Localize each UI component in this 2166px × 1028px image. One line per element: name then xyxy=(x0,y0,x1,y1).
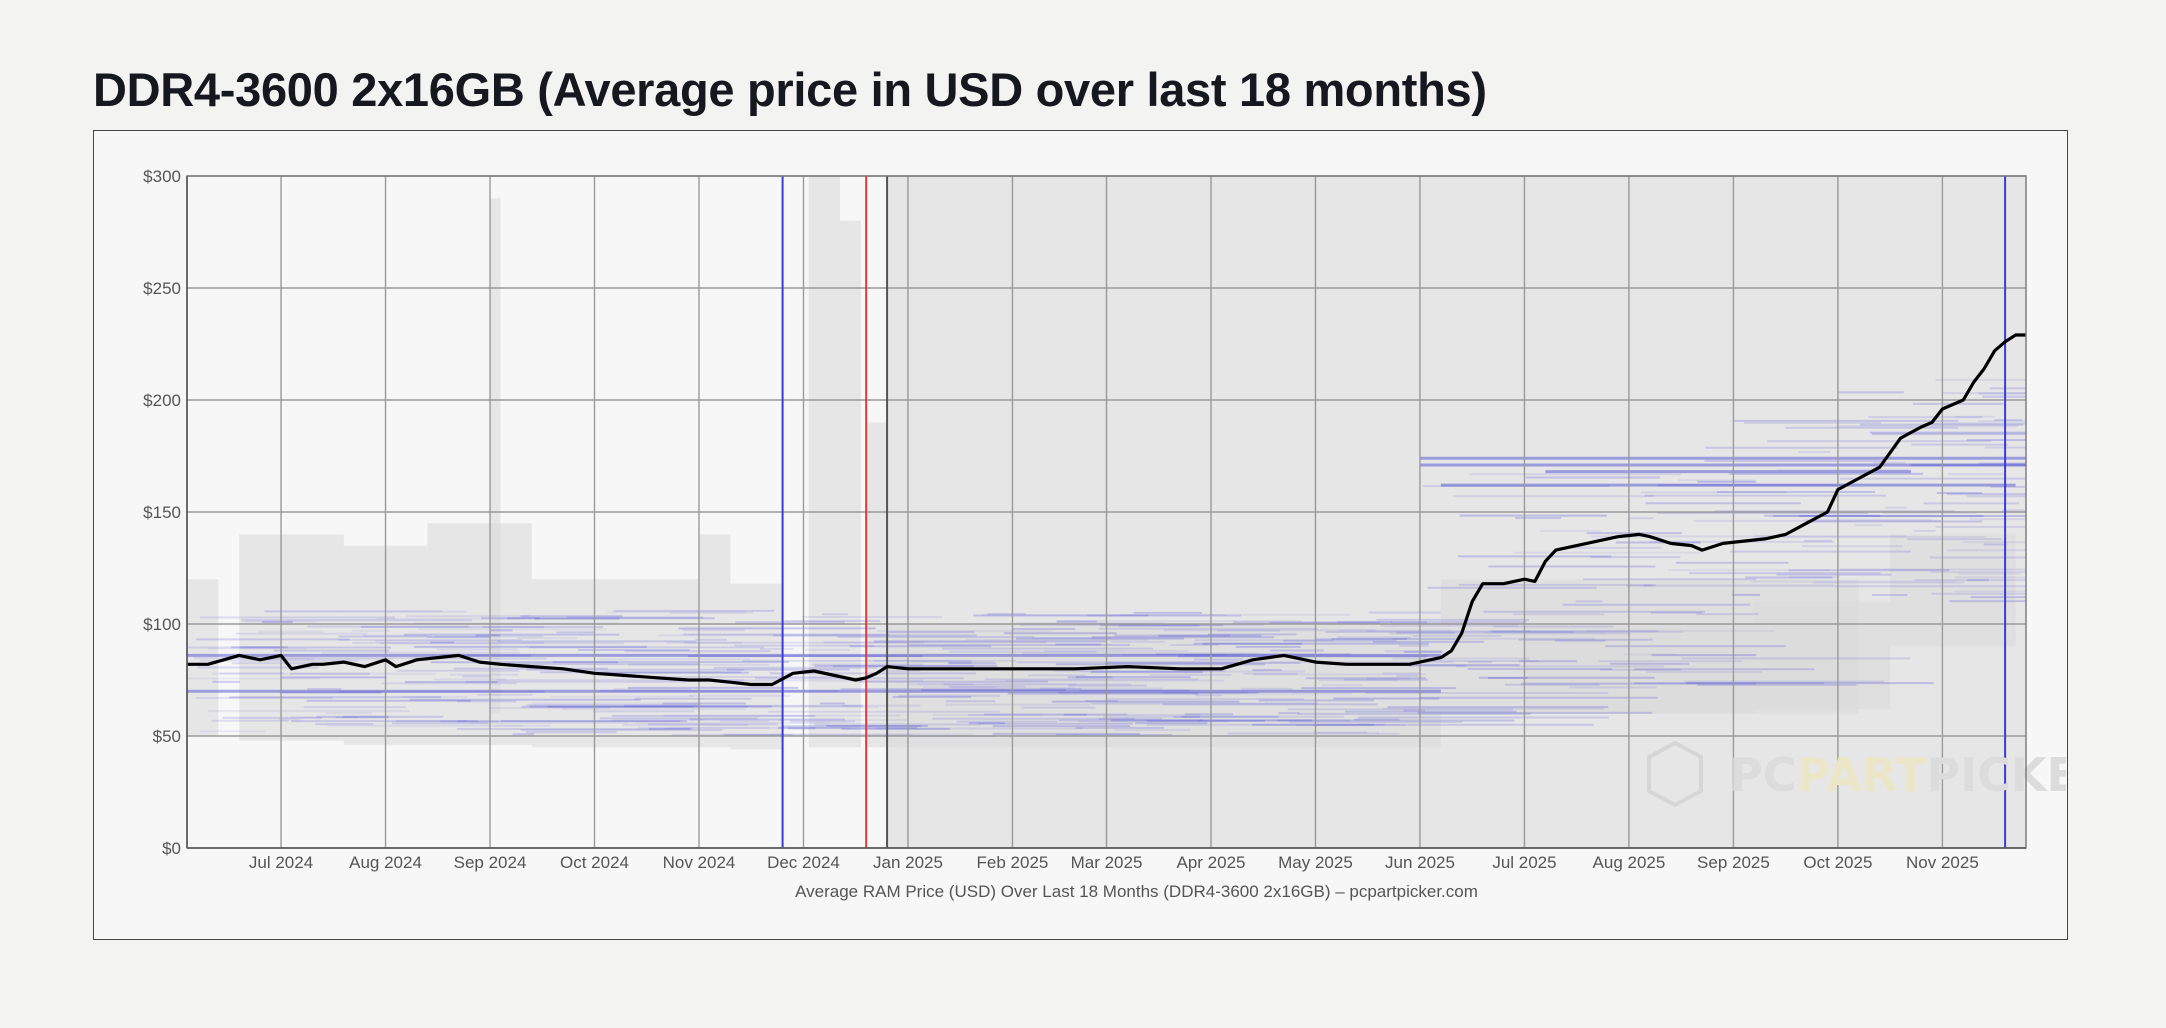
price-range-block xyxy=(427,523,532,745)
price-range-block xyxy=(730,583,783,750)
x-tick-label: Oct 2025 xyxy=(1803,853,1872,872)
price-range-block xyxy=(531,579,699,748)
x-tick-label: Jan 2025 xyxy=(873,853,943,872)
x-tick-label: Aug 2025 xyxy=(1593,853,1666,872)
price-range-block xyxy=(490,198,501,714)
x-tick-label: Feb 2025 xyxy=(977,853,1049,872)
page-title: DDR4-3600 2x16GB (Average price in USD o… xyxy=(93,63,1487,116)
x-tick-label: Aug 2024 xyxy=(349,853,422,872)
pcpartpicker-logo-icon xyxy=(1647,740,1703,808)
price-range-block xyxy=(1754,601,1891,710)
price-range-block xyxy=(187,579,219,736)
series-lines xyxy=(187,333,2026,687)
x-tick-label: May 2025 xyxy=(1278,853,1353,872)
x-tick-label: Mar 2025 xyxy=(1071,853,1143,872)
price-range-block xyxy=(1524,624,1755,714)
y-tick-label: $0 xyxy=(162,839,181,858)
axes xyxy=(186,175,2027,849)
x-tick-label: Jun 2025 xyxy=(1385,853,1455,872)
price-distribution-bands xyxy=(187,176,2026,750)
x-tick-label: Nov 2025 xyxy=(1906,853,1979,872)
x-tick-label: Sep 2024 xyxy=(454,853,527,872)
watermark-text: PCPARTPICKER xyxy=(1729,748,2066,802)
y-tick-label: $50 xyxy=(153,727,181,746)
price-range-block xyxy=(239,534,344,741)
x-axis-caption: Average RAM Price (USD) Over Last 18 Mon… xyxy=(795,882,1478,901)
axis-labels: $0 $50 $100 $150 $200 $250 $300 Jul 2024 Aug 202… xyxy=(143,167,1979,901)
series-line-average-price xyxy=(187,333,2026,687)
price-range-block xyxy=(808,176,841,748)
x-tick-label: Jul 2025 xyxy=(1492,853,1556,872)
y-tick-label: $200 xyxy=(143,391,181,410)
price-chart: PCPARTPICKER $0 $50 $100 $150 $200 $250 $300 Ju… xyxy=(143,167,2066,901)
x-tick-label: Oct 2024 xyxy=(560,853,629,872)
price-range-block xyxy=(1890,534,2016,647)
pcpartpicker-watermark: PCPARTPICKER xyxy=(1647,740,2066,808)
x-tick-label: Sep 2025 xyxy=(1697,853,1770,872)
y-tick-label: $300 xyxy=(143,167,181,186)
y-tick-label: $150 xyxy=(143,503,181,522)
vertical-markers xyxy=(781,176,2007,848)
price-range-block xyxy=(698,534,731,748)
x-tick-label: Dec 2024 xyxy=(767,853,840,872)
price-range-block xyxy=(866,422,888,748)
price-range-block xyxy=(840,220,861,748)
x-tick-label: Apr 2025 xyxy=(1176,853,1245,872)
chart-frame: PCPARTPICKER $0 $50 $100 $150 $200 $250 $300 Ju… xyxy=(93,130,2068,940)
x-tick-label: Jul 2024 xyxy=(249,853,313,872)
y-tick-label: $100 xyxy=(143,615,181,634)
x-tick-label: Nov 2024 xyxy=(663,853,736,872)
y-tick-label: $250 xyxy=(143,279,181,298)
price-range-block xyxy=(887,624,1441,748)
